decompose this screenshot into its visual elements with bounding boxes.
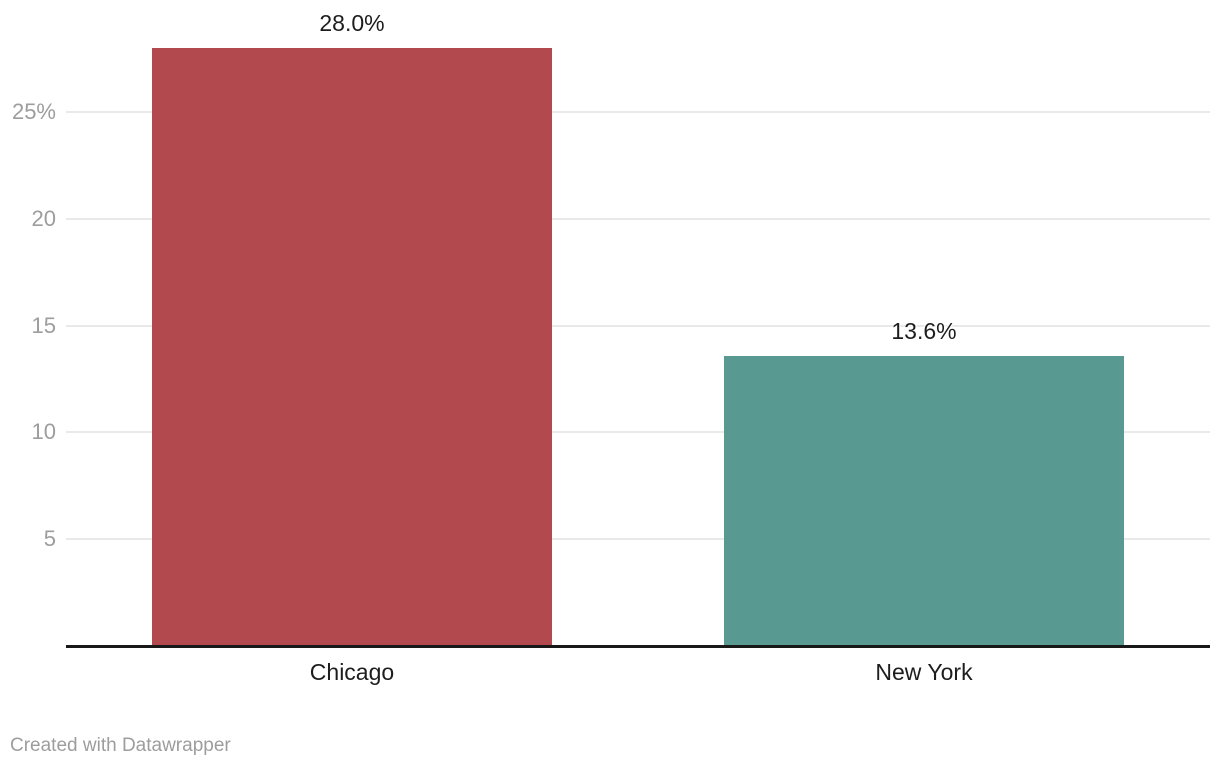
bar-new-york[interactable]	[724, 356, 1124, 646]
y-tick-label-20: 20	[31, 206, 56, 231]
gridline-25	[66, 111, 1210, 113]
y-tick-label-10: 10	[31, 419, 56, 444]
gridline-15	[66, 325, 1210, 327]
category-label-chicago: Chicago	[309, 659, 395, 685]
gridline-5	[66, 538, 1210, 540]
gridline-10	[66, 431, 1210, 433]
x-axis-baseline	[66, 645, 1210, 648]
gridline-20	[66, 218, 1210, 220]
y-tick-label-25: 25%	[11, 99, 56, 124]
category-label-new-york: New York	[875, 659, 973, 685]
value-label-chicago: 28.0%	[319, 10, 385, 36]
datawrapper-credit-link[interactable]: Created with Datawrapper	[10, 735, 231, 756]
bar-chicago[interactable]	[152, 48, 552, 646]
y-tick-label-15: 15	[31, 313, 56, 338]
value-label-new-york: 13.6%	[891, 318, 957, 344]
y-tick-label-5: 5	[43, 526, 56, 551]
